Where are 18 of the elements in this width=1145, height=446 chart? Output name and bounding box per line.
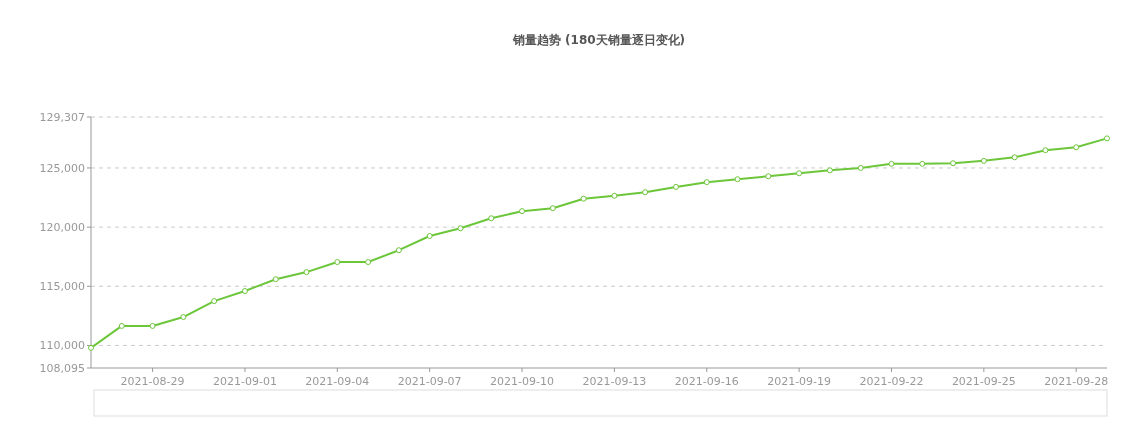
x-tick-label: 2021-09-07	[397, 375, 462, 388]
x-tick-label: 2021-09-28	[1044, 375, 1109, 388]
y-tick-label: 120,000	[39, 221, 85, 235]
y-tick-label: 125,000	[39, 161, 85, 175]
chart-title: 销量趋势 (180天销量逐日变化)	[511, 33, 686, 47]
x-tick-label: 2021-09-22	[859, 375, 924, 388]
y-tick-label: 110,000	[39, 339, 85, 353]
y-tick-label: 108,095	[39, 362, 85, 375]
y-tick-label: 129,307	[39, 111, 85, 124]
x-tick-label: 2021-09-04	[305, 375, 370, 388]
x-tick-label: 2021-09-10	[490, 375, 554, 388]
x-tick-label: 2021-08-29	[120, 375, 185, 388]
x-tick-label: 2021-09-25	[951, 375, 1016, 388]
x-tick-label: 2021-09-16	[674, 375, 739, 388]
x-tick-label: 2021-09-01	[212, 375, 277, 388]
x-tick-label: 2021-09-13	[582, 375, 647, 388]
x-tick-label: 2021-09-19	[767, 375, 832, 388]
y-tick-label: 115,000	[39, 280, 85, 294]
